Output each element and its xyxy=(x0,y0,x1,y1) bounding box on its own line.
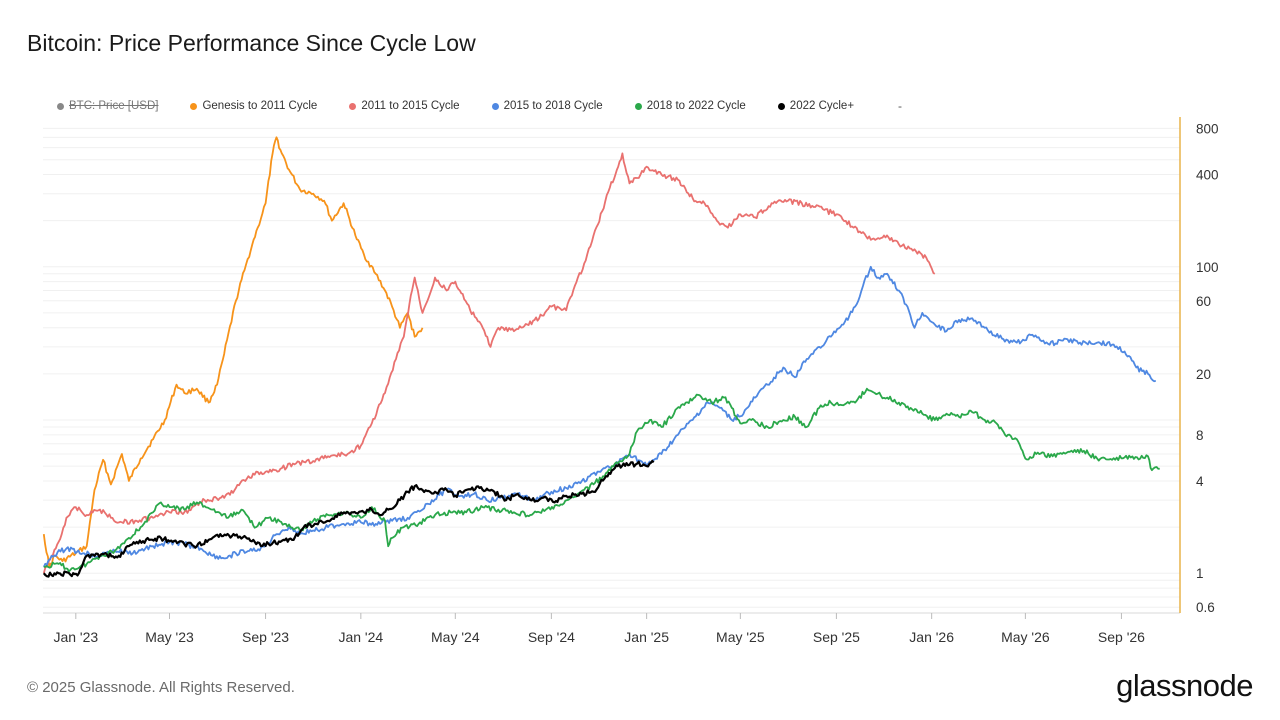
x-tick-label: Jan '25 xyxy=(624,629,669,645)
legend-label: 2022 Cycle+ xyxy=(789,100,855,112)
y-tick-label: 0.6 xyxy=(1196,600,1215,615)
x-tick-label: May '23 xyxy=(145,629,194,645)
legend-dot-icon xyxy=(349,102,357,110)
legend-item-genesis-2011[interactable]: Genesis to 2011 Cycle xyxy=(190,100,317,112)
series-line-2015-to-2018-cycle xyxy=(42,265,1156,568)
series-line-genesis-to-2011-cycle xyxy=(42,136,424,568)
copyright-text: © 2025 Glassnode. All Rights Reserved. xyxy=(27,679,295,696)
legend-dot-icon xyxy=(491,102,499,110)
x-tick-label: May '25 xyxy=(716,629,765,645)
legend-dot-icon xyxy=(777,102,785,110)
x-tick-label: Sep '26 xyxy=(1098,629,1145,645)
y-tick-label: 4 xyxy=(1196,474,1204,489)
y-tick-label: 8 xyxy=(1196,428,1204,443)
x-tick-label: May '26 xyxy=(1001,629,1050,645)
legend-dot-icon xyxy=(634,102,642,110)
legend-dot-icon xyxy=(190,102,198,110)
legend-label: Genesis to 2011 Cycle xyxy=(202,100,318,112)
chart-legend: BTC: Price [USD] Genesis to 2011 Cycle 2… xyxy=(57,99,902,113)
legend-label: 2011 to 2015 Cycle xyxy=(361,100,460,112)
legend-label: BTC: Price [USD] xyxy=(69,100,159,112)
legend-item-2015-2018[interactable]: 2015 to 2018 Cycle xyxy=(491,100,603,112)
legend-item-2022-cycle[interactable]: 2022 Cycle+ xyxy=(777,100,855,112)
y-tick-label: 1 xyxy=(1196,566,1204,581)
x-tick-label: Jan '24 xyxy=(338,629,383,645)
legend-extra-dash: - xyxy=(898,99,903,113)
y-tick-label: 20 xyxy=(1196,367,1211,382)
x-tick-label: Jan '23 xyxy=(53,629,98,645)
legend-dot-icon xyxy=(57,102,64,110)
x-tick-label: May '24 xyxy=(431,629,480,645)
x-tick-label: Jan '26 xyxy=(909,629,954,645)
legend-item-btc-price[interactable]: BTC: Price [USD] xyxy=(57,100,158,112)
legend-label: 2018 to 2022 Cycle xyxy=(646,100,746,112)
chart-title: Bitcoin: Price Performance Since Cycle L… xyxy=(27,30,476,56)
x-tick-label: Sep '25 xyxy=(813,629,860,645)
x-tick-label: Sep '24 xyxy=(528,629,575,645)
glassnode-logo: glassnode xyxy=(1116,668,1253,703)
series-line-2011-to-2015-cycle xyxy=(42,152,936,574)
y-tick-label: 100 xyxy=(1196,260,1219,275)
legend-item-2018-2022[interactable]: 2018 to 2022 Cycle xyxy=(634,100,746,112)
series-line-2022-cycle- xyxy=(42,459,655,578)
legend-label: 2015 to 2018 Cycle xyxy=(503,100,603,112)
y-tick-label: 800 xyxy=(1196,121,1219,136)
y-tick-label: 400 xyxy=(1196,168,1219,183)
x-tick-label: Sep '23 xyxy=(242,629,289,645)
legend-item-2011-2015[interactable]: 2011 to 2015 Cycle xyxy=(349,100,460,112)
y-tick-label: 60 xyxy=(1196,294,1211,309)
series-line-2018-to-2022-cycle xyxy=(43,387,1160,573)
